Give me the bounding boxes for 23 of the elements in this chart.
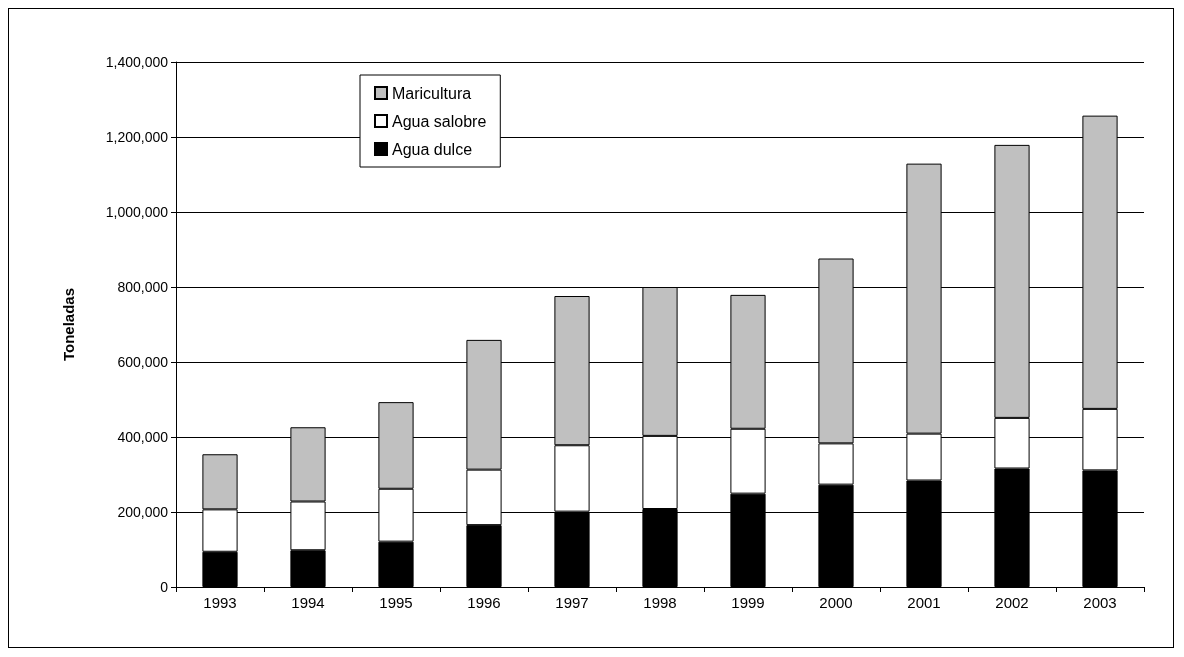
- x-tick-label: 1997: [555, 594, 589, 611]
- x-tick-label: 1999: [731, 594, 765, 611]
- x-tick-label: 2002: [995, 594, 1029, 611]
- y-tick-label: 800,000: [117, 279, 169, 295]
- y-tick-label: 1,400,000: [105, 54, 169, 70]
- y-tick-label: 1,000,000: [105, 204, 169, 220]
- legend-label: Agua salobre: [392, 112, 487, 130]
- y-tick-label: 1,200,000: [105, 129, 169, 145]
- y-tick-label: 0: [160, 579, 169, 595]
- x-tick-label: 1993: [203, 594, 237, 611]
- x-tick-label: 1996: [467, 594, 501, 611]
- legend-label: Maricultura: [392, 84, 472, 102]
- x-tick-label: 2001: [907, 594, 941, 611]
- y-tick-label: 200,000: [117, 504, 169, 520]
- y-tick-label: 400,000: [117, 429, 169, 445]
- y-tick-label: 600,000: [117, 354, 169, 370]
- x-tick-label: 1998: [643, 594, 677, 611]
- y-axis-title: Toneladas: [60, 287, 77, 362]
- x-tick-label: 2003: [1083, 594, 1117, 611]
- x-tick-label: 1994: [291, 594, 325, 611]
- x-tick-label: 1995: [379, 594, 413, 611]
- x-tick-label: 2000: [819, 594, 853, 611]
- legend-label: Agua dulce: [392, 140, 473, 158]
